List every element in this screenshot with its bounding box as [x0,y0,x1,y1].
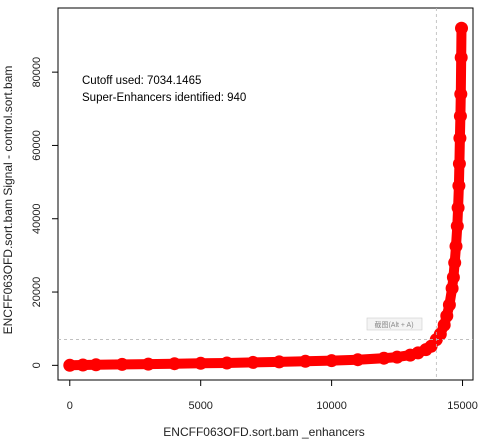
axes: 0 5000 10000 15000 0 20000 40000 60000 80000 [31,7,478,412]
y-tick-label: 40000 [31,203,43,234]
data-point [448,256,462,270]
data-point [442,298,456,312]
y-tick-label: 60000 [31,130,43,161]
data-point [272,355,286,369]
data-point [453,109,467,123]
data-series [63,21,468,372]
svg-text:截图(Alt + A): 截图(Alt + A) [374,320,413,329]
x-axis-title: ENCFF063OFD.sort.bam _enhancers [163,425,364,439]
data-point [168,357,181,371]
screenshot-tooltip: 截图(Alt + A) [366,317,423,331]
annotation-cutoff: Cutoff used: 7034.1465 [82,75,201,87]
x-tick-label: 0 [67,400,73,412]
data-point [63,358,77,372]
x-tick-label: 5000 [188,400,212,412]
data-point [452,179,466,193]
data-point [89,358,103,372]
data-point [220,356,234,370]
data-point [452,157,466,171]
data-point [453,131,467,145]
data-point [449,239,463,253]
data-point [115,357,129,371]
y-axis-title: ENCFF063OFD.sort.bam Signal - control.so… [1,66,15,335]
y-tick-label: 20000 [31,277,43,308]
data-point [450,219,464,233]
data-point [298,354,312,368]
data-point [351,353,365,367]
data-point [455,21,468,35]
data-point [454,51,468,64]
data-point [325,354,339,368]
data-point [390,350,404,364]
data-point [377,351,391,365]
y-tick-label: 80000 [31,57,43,88]
data-point [451,201,465,215]
data-point [76,358,90,372]
data-point [445,281,459,295]
data-point [141,357,155,371]
data-point [446,270,460,284]
data-point [246,355,260,369]
y-tick-label: 0 [31,362,43,368]
annotation-super-enhancers: Super-Enhancers identified: 940 [82,92,246,104]
x-tick-label: 15000 [447,400,478,412]
plot-frame [57,7,474,381]
data-point [454,87,468,101]
data-point [440,309,454,323]
x-tick-label: 10000 [316,400,347,412]
data-point [194,356,208,370]
